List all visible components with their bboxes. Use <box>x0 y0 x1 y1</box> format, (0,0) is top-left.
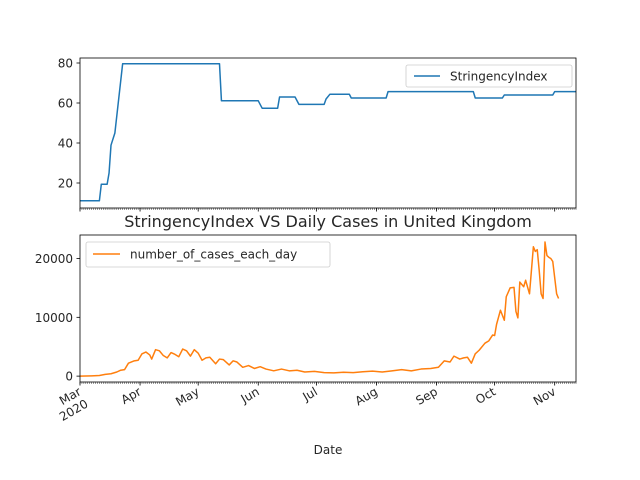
y-tick-label: 20 <box>58 177 73 191</box>
x-tick-label: Oct <box>473 384 498 407</box>
y-tick-label: 10000 <box>35 311 73 325</box>
x-tick-label: May <box>173 384 201 409</box>
x-tick-label: Mar2020 <box>50 384 91 424</box>
daily-cases-chart: 0 10000 20000 number_of_cases_each_day Mar… <box>35 234 577 457</box>
series-line-number_of_cases_each_day <box>79 241 560 377</box>
x-axis-label: Date <box>314 443 343 457</box>
top-legend: StringencyIndex <box>405 64 573 88</box>
bottom-chart-title: StringencyIndex VS Daily Cases in United… <box>124 212 532 231</box>
y-tick-label: 60 <box>58 97 73 111</box>
x-tick-label: Sep <box>413 384 440 407</box>
top-axes-frame <box>79 57 577 209</box>
x-tick-label: Nov <box>531 384 558 408</box>
y-tick-label: 40 <box>58 137 73 151</box>
series-line-StringencyIndex <box>80 63 576 202</box>
x-tick-label: Aug <box>353 384 380 408</box>
stringency-chart: 20 40 60 80 StringencyIndex <box>58 57 577 212</box>
y-tick-label: 80 <box>58 57 73 71</box>
legend-label-cases: number_of_cases_each_day <box>130 248 297 262</box>
x-tick-label: Apr <box>119 384 144 407</box>
x-tick-label: Jun <box>238 384 262 406</box>
y-tick-label: 20000 <box>35 252 73 266</box>
y-tick-label: 0 <box>65 370 73 384</box>
bottom-legend: number_of_cases_each_day <box>85 241 331 268</box>
legend-label-stringency: StringencyIndex <box>450 70 548 84</box>
bottom-axes-frame <box>79 234 577 383</box>
x-tick-label: Jul <box>299 384 319 404</box>
